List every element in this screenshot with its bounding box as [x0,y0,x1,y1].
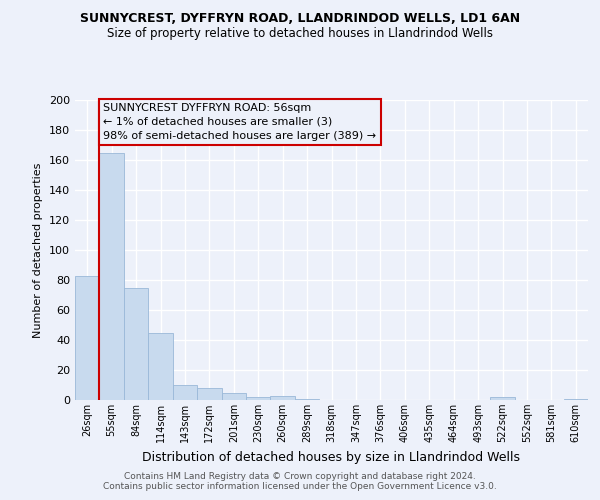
Text: Contains HM Land Registry data © Crown copyright and database right 2024.: Contains HM Land Registry data © Crown c… [124,472,476,481]
Bar [148,332,173,400]
Bar [295,398,319,400]
Bar [100,152,124,400]
Text: SUNNYCREST DYFFRYN ROAD: 56sqm
← 1% of detached houses are smaller (3)
98% of se: SUNNYCREST DYFFRYN ROAD: 56sqm ← 1% of d… [103,103,376,141]
Y-axis label: Number of detached properties: Number of detached properties [34,162,43,338]
Bar [197,388,221,400]
Text: Size of property relative to detached houses in Llandrindod Wells: Size of property relative to detached ho… [107,28,493,40]
Bar [221,392,246,400]
Bar [563,398,588,400]
Bar [490,397,515,400]
Bar [271,396,295,400]
Bar [124,288,148,400]
Text: SUNNYCREST, DYFFRYN ROAD, LLANDRINDOD WELLS, LD1 6AN: SUNNYCREST, DYFFRYN ROAD, LLANDRINDOD WE… [80,12,520,26]
X-axis label: Distribution of detached houses by size in Llandrindod Wells: Distribution of detached houses by size … [143,450,521,464]
Bar [246,397,271,400]
Bar [75,276,100,400]
Bar [173,385,197,400]
Text: Contains public sector information licensed under the Open Government Licence v3: Contains public sector information licen… [103,482,497,491]
